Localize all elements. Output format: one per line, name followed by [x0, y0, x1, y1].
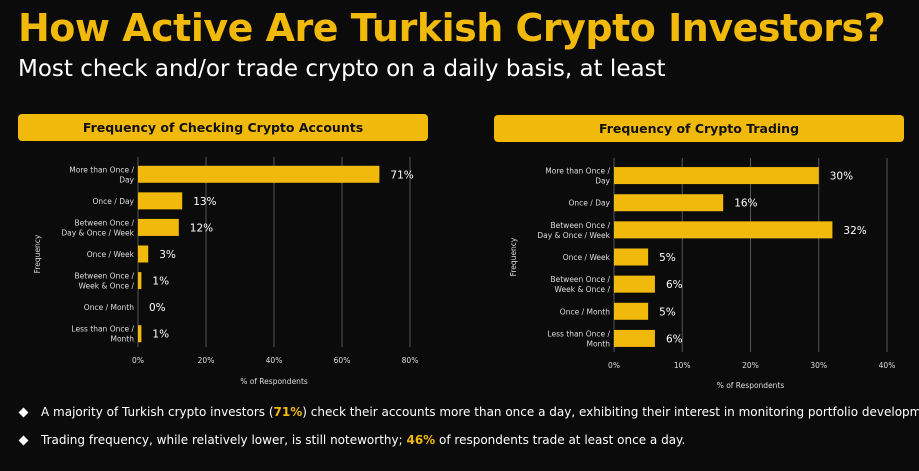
- page-title: How Active Are Turkish Crypto Investors?: [18, 6, 886, 50]
- category-label: Between Once /: [550, 221, 610, 230]
- bar-value-label: 6%: [666, 333, 683, 345]
- bar-value-label: 3%: [159, 249, 176, 261]
- bullet-2-text: Trading frequency, while relatively lowe…: [41, 433, 686, 447]
- bar: [138, 218, 179, 236]
- x-tick-label: 20%: [742, 361, 759, 370]
- x-tick-label: 0%: [132, 356, 144, 365]
- category-label: Less than Once /: [547, 329, 610, 338]
- bar: [614, 248, 649, 266]
- bar: [614, 329, 655, 347]
- bar: [614, 167, 819, 185]
- diamond-bullet-icon: [18, 435, 29, 445]
- category-label: Week & Once /: [555, 285, 611, 294]
- category-label: Between Once /: [74, 272, 134, 281]
- category-label: Once / Month: [84, 303, 134, 312]
- bar-value-label: 1%: [152, 276, 169, 288]
- bar: [138, 192, 183, 210]
- x-tick-label: 60%: [334, 356, 351, 365]
- category-label: Between Once /: [550, 275, 610, 284]
- category-label: Day: [595, 177, 610, 186]
- category-label: Once / Month: [560, 307, 610, 316]
- y-axis-label: Frequency: [509, 237, 518, 276]
- bar: [614, 221, 833, 239]
- category-label: Between Once /: [74, 218, 134, 227]
- x-tick-label: 40%: [879, 361, 896, 370]
- category-label: Day & Once / Week: [61, 228, 134, 237]
- bar: [138, 325, 142, 343]
- bar-value-label: 30%: [830, 171, 853, 183]
- page-subtitle: Most check and/or trade crypto on a dail…: [18, 56, 666, 82]
- bar: [138, 272, 142, 290]
- x-tick-label: 0%: [608, 361, 620, 370]
- x-axis-label: % of Respondents: [240, 377, 308, 386]
- bar-value-label: 1%: [152, 329, 169, 341]
- bar: [614, 302, 649, 320]
- chart-1-title: Frequency of Checking Crypto Accounts: [18, 114, 428, 141]
- category-label: Week & Once /: [79, 282, 135, 291]
- bar-value-label: 12%: [190, 222, 213, 234]
- bar-value-label: 71%: [390, 169, 413, 181]
- bar: [138, 165, 380, 183]
- category-label: Once / Day: [93, 197, 135, 206]
- x-tick-label: 30%: [810, 361, 827, 370]
- bar-value-label: 0%: [149, 302, 166, 314]
- bar-value-label: 5%: [659, 306, 676, 318]
- bar-value-label: 16%: [734, 198, 757, 210]
- bullet-1-text: A majority of Turkish crypto investors (…: [41, 405, 919, 419]
- category-label: Month: [586, 339, 610, 348]
- category-label: Once / Day: [569, 199, 611, 208]
- category-label: Once / Week: [563, 253, 611, 262]
- bar-value-label: 32%: [843, 225, 866, 237]
- category-label: Day: [119, 175, 134, 184]
- bar-value-label: 5%: [659, 252, 676, 264]
- x-tick-label: 80%: [402, 356, 419, 365]
- bar: [138, 245, 149, 263]
- bullet-1: A majority of Turkish crypto investors (…: [18, 405, 919, 419]
- category-label: Day & Once / Week: [537, 231, 610, 240]
- diamond-bullet-icon: [18, 407, 29, 417]
- category-label: Month: [110, 335, 134, 344]
- x-tick-label: 40%: [266, 356, 283, 365]
- x-tick-label: 10%: [674, 361, 691, 370]
- chart-2-title: Frequency of Crypto Trading: [494, 115, 904, 142]
- bar: [614, 275, 655, 293]
- bullet-2-highlight: 46%: [406, 433, 436, 447]
- bar-value-label: 13%: [193, 196, 216, 208]
- category-label: Less than Once /: [71, 325, 134, 334]
- x-axis-label: % of Respondents: [717, 381, 785, 390]
- category-label: More than Once /: [545, 167, 610, 176]
- bullet-2: Trading frequency, while relatively lowe…: [18, 433, 685, 447]
- bar: [614, 194, 724, 212]
- category-label: More than Once /: [69, 165, 134, 174]
- bullet-1-highlight: 71%: [273, 405, 303, 419]
- x-tick-label: 20%: [198, 356, 215, 365]
- category-label: Once / Week: [87, 250, 135, 259]
- bar-value-label: 6%: [666, 279, 683, 291]
- y-axis-label: Frequency: [33, 234, 42, 273]
